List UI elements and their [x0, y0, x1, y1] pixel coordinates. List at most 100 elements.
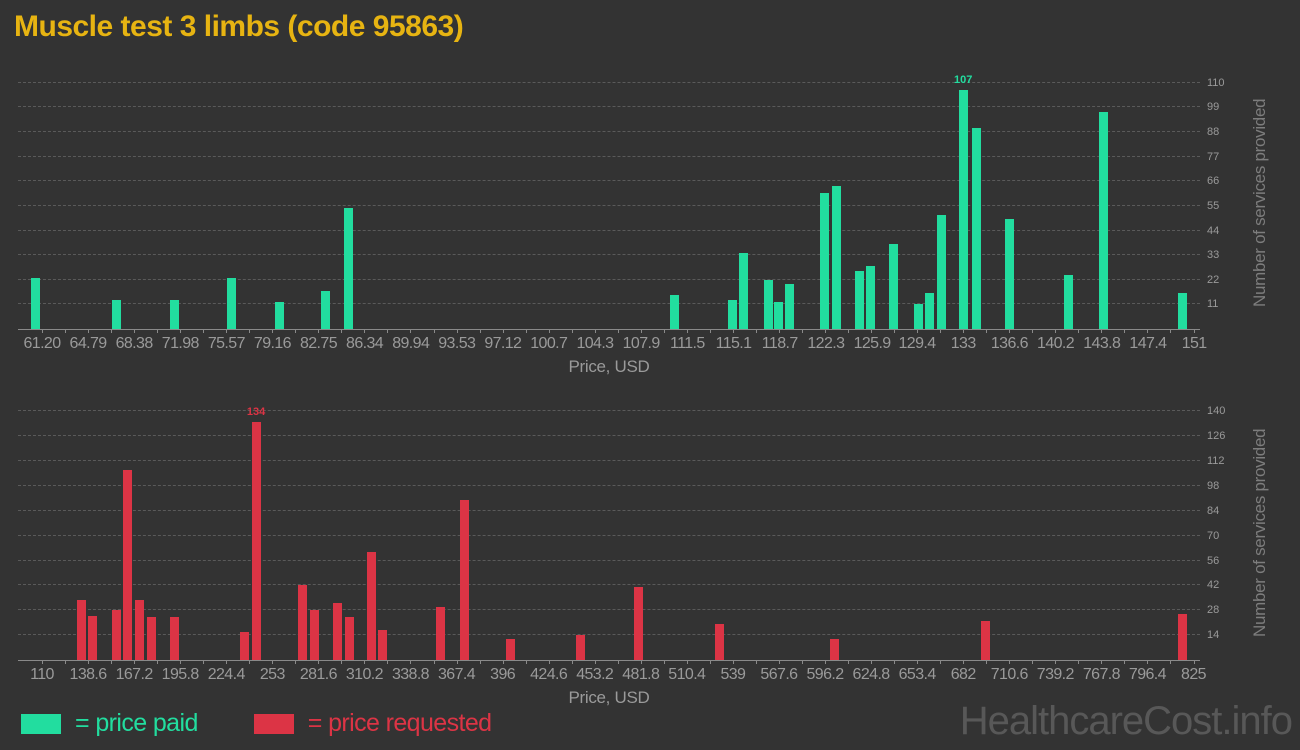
- x-tick-label: 682: [950, 666, 977, 683]
- x-axis-tick: [88, 660, 90, 664]
- price-paid-bar[interactable]: [274, 302, 284, 329]
- price-requested-bar[interactable]: [77, 599, 87, 660]
- price-requested-bar[interactable]: [88, 615, 98, 660]
- price-requested-bar[interactable]: [714, 624, 724, 660]
- x-axis-tick: [1193, 329, 1195, 333]
- price-paid-bar[interactable]: [227, 277, 237, 329]
- price-requested-bar[interactable]: [981, 620, 991, 660]
- price-paid-bar[interactable]: [670, 295, 680, 329]
- x-axis-tick: [848, 329, 850, 333]
- price-paid-bar[interactable]: [820, 192, 830, 329]
- price-paid-bar[interactable]: [866, 266, 876, 329]
- price-paid-bar[interactable]: [854, 270, 864, 329]
- x-axis-tick: [203, 329, 205, 333]
- x-tick-label: 110: [30, 666, 54, 683]
- price-requested-bar[interactable]: [251, 421, 261, 660]
- x-tick-label: 281.6: [299, 666, 338, 683]
- x-axis-tick: [917, 660, 919, 664]
- y-tick-label: 84: [1207, 504, 1220, 517]
- price-paid-bar[interactable]: [913, 304, 923, 329]
- x-tick-label: 151: [1181, 335, 1208, 352]
- price-requested-bar[interactable]: [576, 635, 586, 660]
- x-tick-label: 97.12: [484, 335, 522, 352]
- x-axis-title-bottom: Price, USD: [568, 688, 650, 707]
- y-tick-label: 140: [1207, 405, 1226, 418]
- price-requested-bar[interactable]: [298, 585, 308, 660]
- price-requested-bar[interactable]: [111, 610, 121, 660]
- price-requested-bar[interactable]: [123, 469, 133, 660]
- price-paid-bar[interactable]: [773, 302, 783, 329]
- x-axis-tick: [502, 329, 504, 333]
- price-paid-bar[interactable]: [31, 277, 41, 329]
- x-tick-label: 796.4: [1128, 666, 1167, 683]
- price-paid-bar[interactable]: [1098, 111, 1108, 329]
- price-paid-bar[interactable]: [111, 299, 121, 329]
- price-paid-bar[interactable]: [763, 279, 773, 329]
- gridline: [18, 106, 1200, 108]
- x-axis-tick: [825, 660, 827, 664]
- price-paid-bar[interactable]: [936, 214, 946, 329]
- price-paid-bar[interactable]: [925, 293, 935, 329]
- legend-label-price-paid: = price paid: [75, 709, 198, 737]
- price-requested-bar[interactable]: [1178, 613, 1188, 660]
- y-tick-label: 112: [1207, 454, 1225, 467]
- price-requested-bar[interactable]: [147, 617, 157, 660]
- x-axis-tick: [387, 329, 389, 333]
- x-axis-tick: [640, 329, 642, 333]
- price-paid-bar[interactable]: [785, 284, 795, 329]
- price-paid-bar[interactable]: [1063, 275, 1073, 329]
- price-paid-bar[interactable]: [889, 243, 899, 329]
- x-axis-tick: [686, 329, 688, 333]
- legend-item-price-paid[interactable]: = price paid: [21, 709, 198, 738]
- x-axis-tick: [548, 329, 550, 333]
- price-paid-bar[interactable]: [169, 299, 179, 329]
- price-requested-bar[interactable]: [309, 610, 319, 660]
- price-requested-bar[interactable]: [344, 617, 354, 660]
- x-axis-tick: [65, 329, 67, 333]
- price-paid-bar[interactable]: [831, 185, 841, 329]
- x-tick-label: 481.8: [622, 666, 660, 683]
- y-axis-title-bottom: Number of services provided: [1250, 428, 1269, 638]
- price-paid-bar[interactable]: [739, 252, 749, 329]
- x-axis-tick: [42, 329, 43, 333]
- price-requested-bar[interactable]: [135, 599, 145, 660]
- price-requested-bar[interactable]: [169, 617, 179, 660]
- price-paid-bar[interactable]: [1178, 293, 1188, 329]
- gridline: [18, 609, 1200, 611]
- price-requested-bar[interactable]: [830, 638, 840, 660]
- x-tick-label: 825: [1181, 666, 1207, 683]
- x-axis-tick: [456, 660, 458, 664]
- legend-item-price-requested[interactable]: = price requested: [253, 709, 492, 738]
- x-axis-tick: [871, 329, 873, 333]
- price-requested-bar[interactable]: [633, 587, 643, 660]
- price-paid-bar[interactable]: [321, 290, 331, 329]
- price-requested-bar[interactable]: [436, 606, 446, 660]
- x-axis-tick: [686, 660, 688, 664]
- x-axis-tick: [1055, 329, 1057, 333]
- x-axis-tick: [594, 660, 596, 664]
- x-tick-label: 167.2: [115, 666, 154, 683]
- x-axis-tick: [1009, 660, 1011, 664]
- y-tick-label: 44: [1207, 224, 1220, 237]
- x-tick-label: 710.6: [990, 666, 1029, 683]
- x-axis-tick: [249, 660, 251, 664]
- gridline: [18, 484, 1200, 486]
- price-paid-bar[interactable]: [958, 89, 968, 329]
- price-paid-bar[interactable]: [727, 299, 737, 329]
- price-paid-bar[interactable]: [1004, 219, 1014, 329]
- price-requested-bar[interactable]: [333, 603, 343, 660]
- x-axis-tick: [42, 660, 43, 664]
- price-paid-bar[interactable]: [344, 208, 354, 329]
- x-axis-tick: [479, 329, 481, 333]
- price-requested-bar[interactable]: [366, 551, 376, 660]
- price-requested-bar[interactable]: [378, 629, 388, 660]
- price-requested-bar[interactable]: [505, 638, 515, 660]
- x-axis-tick: [479, 660, 481, 664]
- x-axis-tick: [65, 660, 67, 664]
- x-tick-label: 143.8: [1083, 335, 1121, 352]
- x-tick-label: 310.2: [345, 666, 384, 683]
- price-requested-bar[interactable]: [460, 500, 470, 660]
- price-requested-bar[interactable]: [239, 631, 249, 660]
- price-paid-bar[interactable]: [971, 127, 981, 329]
